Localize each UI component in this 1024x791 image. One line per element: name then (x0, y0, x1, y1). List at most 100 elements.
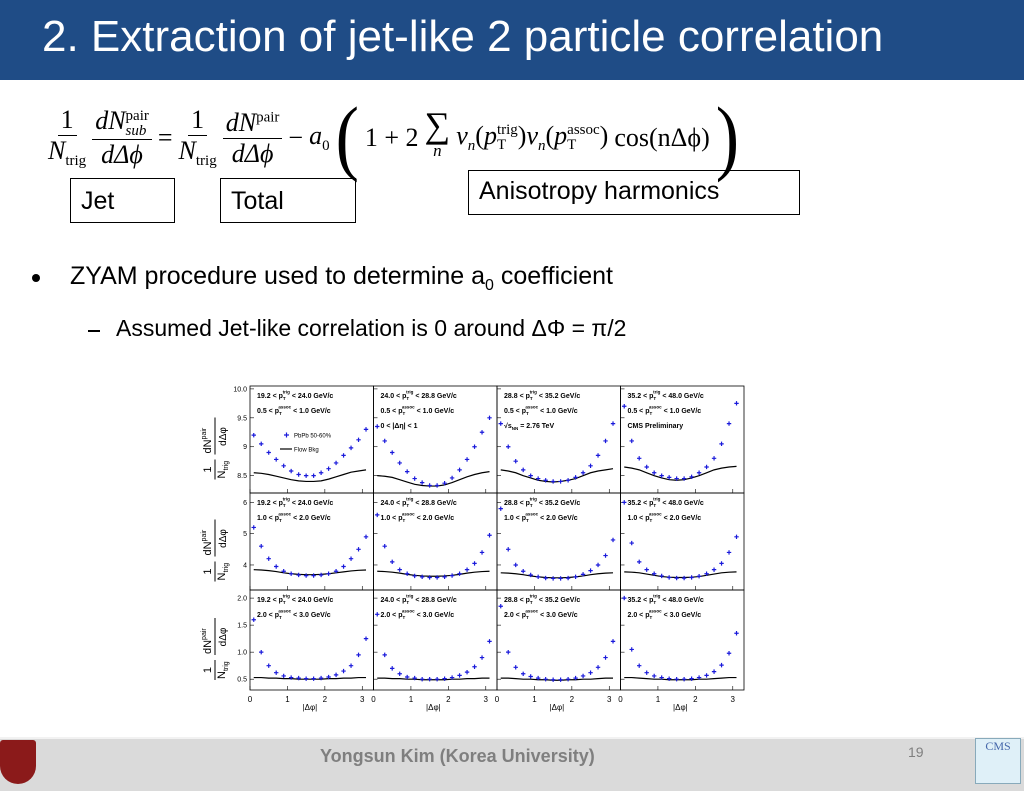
data-point (588, 670, 593, 675)
label-sub: T (283, 503, 286, 508)
data-point (487, 415, 492, 421)
x-tick-label: 0 (248, 695, 253, 704)
label-text: < 48.0 GeV/c (660, 393, 703, 400)
data-point (535, 675, 541, 681)
flow-bkg-line (253, 569, 367, 576)
label-sub: T (526, 411, 529, 416)
data-point (565, 575, 571, 581)
data-point (487, 533, 492, 538)
header-bar (0, 0, 1024, 80)
data-point (318, 470, 324, 475)
data-point (644, 567, 649, 572)
data-point (520, 569, 526, 574)
data-point (472, 664, 477, 669)
data-point (513, 562, 518, 568)
data-point (303, 676, 309, 681)
panel-frame (620, 589, 745, 691)
label-text: < 48.0 GeV/c (660, 500, 703, 507)
data-point (419, 574, 425, 580)
data-point (610, 421, 616, 426)
data-point (288, 675, 294, 680)
label-sup: assoc (525, 609, 538, 614)
data-point (356, 437, 361, 442)
data-point (326, 674, 331, 680)
x-tick-label: 2 (323, 695, 328, 704)
data-point (390, 666, 395, 671)
formula-text: 1 + 2 (364, 123, 419, 152)
label-text: < 24.0 GeV/c (290, 393, 333, 400)
formula-text: ( (545, 120, 555, 150)
data-point (472, 444, 477, 449)
data-point (603, 655, 608, 660)
page-number: 19 (908, 744, 924, 760)
formula-text: T (496, 136, 507, 153)
label-text: 35.2 < p (628, 597, 654, 604)
label-sup: assoc (402, 512, 415, 517)
dash (88, 330, 100, 332)
data-point (704, 571, 709, 576)
formula-group: pair sub (126, 108, 149, 139)
y-label-sub: trig (223, 563, 230, 573)
data-point (472, 561, 477, 566)
flow-bkg-line (500, 677, 614, 681)
data-point (704, 464, 709, 470)
data-point (397, 567, 402, 572)
data-point (696, 675, 702, 680)
panel-label: 24.0 < pTtrig < 28.8 GeV/c (381, 497, 457, 509)
label-sub: T (649, 615, 652, 620)
formula-text: ) (715, 91, 740, 184)
y-label-text: Ntrig (216, 461, 230, 479)
fraction: dNpair dΔϕ (222, 108, 283, 169)
formula-group: dNpair (222, 108, 283, 139)
formula-text: ( (475, 120, 484, 150)
panel-label: 1.0 < pTassoc < 2.0 GeV/c (628, 512, 702, 524)
flow-bkg-line (624, 676, 737, 681)
formula-text: ) (517, 120, 527, 150)
panel-label: 28.8 < pTtrig < 35.2 GeV/c (504, 594, 580, 606)
label-sub: T (649, 518, 652, 523)
data-point (442, 574, 447, 580)
label-sub: T (283, 396, 286, 401)
data-point (273, 457, 279, 462)
data-point (457, 673, 462, 678)
data-point (550, 576, 556, 581)
data-point (535, 574, 541, 580)
label-sup: trig (406, 390, 414, 395)
flow-bkg-line (377, 570, 490, 577)
formula-group: a0 (309, 121, 330, 155)
label-box: Jet (70, 178, 175, 223)
data-point (543, 478, 548, 483)
data-point (442, 676, 447, 681)
flow-bkg-line (377, 677, 490, 681)
footer (0, 737, 1024, 791)
data-point (288, 468, 294, 474)
label-text: < 1.0 GeV/c (662, 408, 702, 415)
label-sub: T (653, 396, 656, 401)
x-tick-label: 0 (618, 695, 623, 704)
label-text: 2.0 < p (381, 612, 403, 619)
y-label-text: Ntrig (216, 563, 230, 581)
panel-label: 19.2 < pTtrig < 24.0 GeV/c (257, 594, 333, 606)
formula-text: = (157, 123, 173, 152)
data-point (375, 612, 380, 617)
y-label-text: dΔφ (218, 627, 229, 646)
y-label-sub: trig (223, 461, 230, 471)
label-sup: trig (653, 390, 661, 395)
bullet (32, 274, 40, 282)
panel-label: 19.2 < pTtrig < 24.0 GeV/c (257, 497, 333, 509)
x-tick-label: 2 (446, 695, 451, 704)
formula-text: trig (195, 153, 217, 170)
formula: 1 Ntrig dN pair sub dΔϕ = 1 Ntrig dNpair dΔϕ −… (48, 90, 900, 186)
legend-marker (284, 432, 289, 438)
formula-group: dN pair sub (92, 106, 152, 140)
data-point (311, 573, 316, 578)
label-text: 2.0 < p (504, 612, 526, 619)
formula-text: dΔϕ (101, 139, 143, 169)
data-point (457, 571, 462, 576)
label-sup: assoc (278, 609, 291, 614)
formula-text: cos(nΔϕ) (614, 123, 710, 152)
x-axis-label: |Δφ| (550, 703, 565, 712)
data-point (412, 476, 417, 481)
x-axis-label: |Δφ| (673, 703, 688, 712)
label-text: CMS Preliminary (628, 423, 684, 430)
